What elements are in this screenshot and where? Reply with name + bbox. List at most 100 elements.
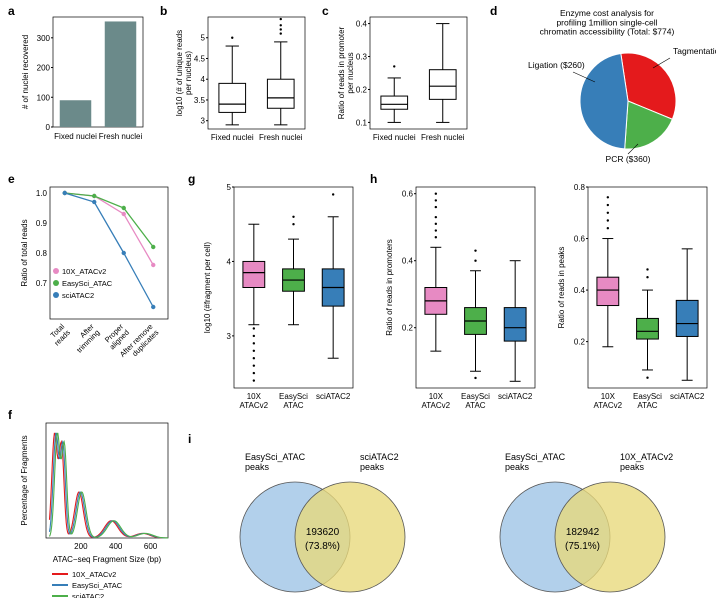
svg-text:10XATACv2: 10XATACv2 — [240, 392, 269, 410]
svg-text:3: 3 — [227, 332, 232, 341]
svg-text:3.5: 3.5 — [194, 96, 206, 105]
svg-text:EasySci_ATAC: EasySci_ATAC — [72, 581, 123, 590]
svg-text:10X_ATACv2: 10X_ATACv2 — [72, 570, 116, 579]
svg-text:400: 400 — [109, 542, 123, 551]
svg-text:log10 (# of unique readsper nu: log10 (# of unique readsper nucleus) — [175, 30, 193, 116]
svg-text:200: 200 — [37, 64, 51, 73]
svg-text:Tagmentation ($154): Tagmentation ($154) — [673, 46, 716, 56]
boxplot-b: 3 3.5 4 4.5 5 Fixed nuclei Fresh nuclei log10 (… — [170, 12, 310, 157]
svg-text:0: 0 — [46, 123, 51, 132]
svg-text:0.4: 0.4 — [574, 286, 586, 295]
svg-text:0.8: 0.8 — [574, 183, 586, 192]
svg-text:4.5: 4.5 — [194, 54, 206, 63]
svg-text:Ratio of reads in peaks: Ratio of reads in peaks — [557, 247, 566, 329]
svg-text:10XATACv2: 10XATACv2 — [594, 392, 623, 410]
svg-text:182942: 182942 — [566, 527, 600, 538]
svg-text:EasySciATAC: EasySciATAC — [461, 392, 490, 410]
svg-text:Fixed nuclei: Fixed nuclei — [373, 133, 416, 142]
svg-text:0.8: 0.8 — [36, 249, 48, 258]
svg-text:Ratio of total reads: Ratio of total reads — [20, 219, 29, 286]
panel-label-a: a — [8, 4, 15, 18]
panel-label-i: i — [188, 432, 191, 446]
panel-label-c: c — [322, 4, 329, 18]
svg-text:Percentage of Fragments: Percentage of Fragments — [20, 435, 29, 525]
svg-text:Fresh nuclei: Fresh nuclei — [421, 133, 465, 142]
piechart-d: Enzyme cost analysis forprofiling 1milli… — [498, 6, 716, 166]
svg-text:Ratio of reads in promoterper: Ratio of reads in promoterper nucleus — [337, 26, 355, 119]
svg-text:4: 4 — [227, 257, 232, 266]
panel-label-g: g — [188, 172, 195, 186]
svg-text:sciATAC2: sciATAC2 — [62, 291, 94, 300]
svg-text:0.4: 0.4 — [356, 20, 368, 29]
svg-text:EasySci_ATACpeaks: EasySci_ATACpeaks — [245, 452, 306, 472]
svg-text:(73.8%): (73.8%) — [305, 541, 340, 552]
svg-text:0.9: 0.9 — [36, 219, 48, 228]
svg-text:Totalreads: Totalreads — [47, 322, 73, 348]
panel-label-f: f — [8, 408, 12, 422]
svg-text:0.7: 0.7 — [36, 279, 48, 288]
svg-text:0.2: 0.2 — [356, 85, 368, 94]
linechart-e: 0.70.80.91.0TotalreadsAftertrimmingPrope… — [18, 182, 173, 387]
svg-text:0.2: 0.2 — [574, 338, 586, 347]
svg-text:PCR ($360): PCR ($360) — [606, 154, 651, 164]
svg-text:10X_ATACv2: 10X_ATACv2 — [62, 267, 106, 276]
svg-text:log10 (#fragment per cell): log10 (#fragment per cell) — [203, 242, 212, 333]
panel-i-venn2: EasySci_ATACpeaks 10X_ATACv2peaks 182942 (7… — [460, 442, 710, 602]
svg-text:10X_ATACv2peaks: 10X_ATACv2peaks — [620, 452, 673, 472]
panel-f: 200 400 600 ATAC−seq Fragment Size (bp) Perc… — [18, 418, 173, 598]
svg-text:Ratio of reads in promoters: Ratio of reads in promoters — [385, 239, 394, 336]
svg-text:# of nuclei recovered: # of nuclei recovered — [21, 35, 30, 109]
svg-text:Fixed nuclei: Fixed nuclei — [54, 132, 97, 141]
svg-text:4: 4 — [201, 75, 206, 84]
svg-text:sciATAC2: sciATAC2 — [670, 392, 705, 401]
svg-text:1.0: 1.0 — [36, 189, 48, 198]
svg-text:0.3: 0.3 — [356, 53, 368, 62]
boxplot-h1: 0.2 0.4 0.6 10XATACv2 EasySciATAC sciATAC2 Rat… — [380, 182, 540, 422]
fragmentplot-f: 200 400 600 ATAC−seq Fragment Size (bp) Perc… — [18, 418, 173, 598]
svg-text:600: 600 — [144, 542, 158, 551]
panel-h2: 0.2 0.4 0.6 0.8 10XATACv2 EasySciATAC sciATAC2… — [552, 182, 712, 422]
svg-text:0.2: 0.2 — [402, 324, 414, 333]
svg-text:Fresh nuclei: Fresh nuclei — [99, 132, 143, 141]
panel-label-h: h — [370, 172, 377, 186]
svg-text:Fresh nuclei: Fresh nuclei — [259, 133, 303, 142]
svg-text:EasySciATAC: EasySciATAC — [279, 392, 308, 410]
svg-text:193620: 193620 — [306, 527, 340, 538]
panel-g: 3 4 5 10XATACv2 EasySciATAC sciATAC2 log10 (#f… — [198, 182, 358, 422]
boxplot-h2: 0.2 0.4 0.6 0.8 10XATACv2 EasySciATAC sciATAC2… — [552, 182, 712, 422]
panel-a: 0 100 200 300 Fixed nucleiFresh nuclei # of n… — [18, 12, 148, 157]
svg-text:0.6: 0.6 — [574, 235, 586, 244]
svg-text:5: 5 — [227, 183, 232, 192]
svg-text:sciATAC2: sciATAC2 — [498, 392, 533, 401]
svg-text:0.4: 0.4 — [402, 257, 414, 266]
svg-text:Aftertrimming: Aftertrimming — [69, 322, 102, 355]
svg-text:0.6: 0.6 — [402, 190, 414, 199]
panel-b: 3 3.5 4 4.5 5 Fixed nuclei Fresh nuclei log10 (… — [170, 12, 310, 157]
panel-e: 0.70.80.91.0TotalreadsAftertrimmingPrope… — [18, 182, 173, 387]
panel-label-b: b — [160, 4, 167, 18]
svg-text:10XATACv2: 10XATACv2 — [422, 392, 451, 410]
svg-text:sciATAC2: sciATAC2 — [316, 392, 351, 401]
svg-text:0.1: 0.1 — [356, 118, 368, 127]
svg-text:EasySci_ATACpeaks: EasySci_ATACpeaks — [505, 452, 566, 472]
panel-i-venn1: EasySci_ATACpeaks sciATAC2peaks 193620 (73.… — [200, 442, 450, 602]
svg-text:(75.1%): (75.1%) — [565, 541, 600, 552]
panel-c: 0.1 0.2 0.3 0.4 Fixed nuclei Fresh nuclei Rati… — [332, 12, 472, 157]
venn-1: EasySci_ATACpeaks sciATAC2peaks 193620 (73.… — [200, 442, 450, 602]
svg-text:sciATAC2peaks: sciATAC2peaks — [360, 452, 399, 472]
svg-text:3: 3 — [201, 117, 206, 126]
boxplot-g: 3 4 5 10XATACv2 EasySciATAC sciATAC2 log10 (#f… — [198, 182, 358, 422]
svg-text:Fixed nuclei: Fixed nuclei — [211, 133, 254, 142]
panel-d: Enzyme cost analysis forprofiling 1milli… — [498, 6, 716, 166]
venn-2: EasySci_ATACpeaks 10X_ATACv2peaks 182942 (7… — [460, 442, 710, 602]
svg-text:300: 300 — [37, 34, 51, 43]
svg-text:200: 200 — [74, 542, 88, 551]
panel-label-e: e — [8, 172, 15, 186]
svg-text:5: 5 — [201, 34, 206, 43]
svg-text:Enzyme cost analysis forprofil: Enzyme cost analysis forprofiling 1milli… — [540, 8, 675, 37]
svg-text:sciATAC2: sciATAC2 — [72, 592, 104, 598]
boxplot-c: 0.1 0.2 0.3 0.4 Fixed nuclei Fresh nuclei Rati… — [332, 12, 472, 157]
svg-text:100: 100 — [37, 93, 51, 102]
svg-text:EasySciATAC: EasySciATAC — [633, 392, 662, 410]
svg-text:ATAC−seq Fragment Size (bp): ATAC−seq Fragment Size (bp) — [53, 555, 162, 564]
